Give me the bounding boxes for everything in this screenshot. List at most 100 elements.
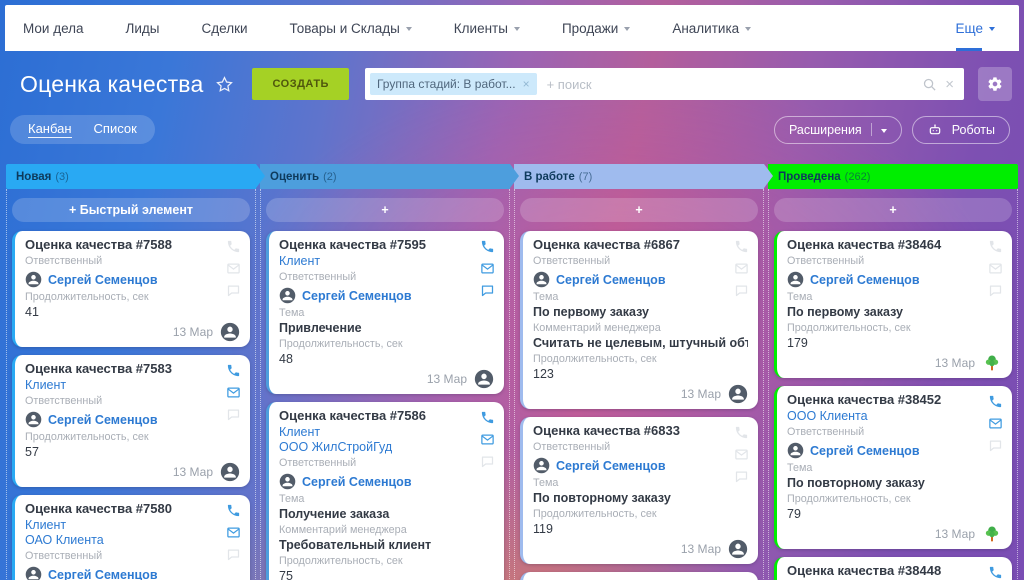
chat-icon[interactable] <box>988 283 1003 298</box>
tab-list[interactable]: Список <box>93 121 137 136</box>
tab-kanban[interactable]: Канбан <box>28 121 72 138</box>
card-title[interactable]: Оценка качества #7580 <box>25 501 172 516</box>
client-link[interactable]: Клиент <box>25 378 67 392</box>
field-value: 48 <box>279 352 293 366</box>
chat-icon[interactable] <box>226 547 241 562</box>
responsible-name[interactable]: Сергей Семенцов <box>302 288 412 303</box>
chat-icon[interactable] <box>988 438 1003 453</box>
phone-icon[interactable] <box>734 239 749 254</box>
mail-icon[interactable] <box>734 447 749 462</box>
card-title[interactable]: Оценка качества #38464 <box>787 237 942 252</box>
kanban-card[interactable]: Оценка качества #6833 Ответственный Серг… <box>520 417 758 564</box>
phone-icon[interactable] <box>226 363 241 378</box>
client-link[interactable]: Клиент <box>279 254 321 268</box>
phone-icon[interactable] <box>988 394 1003 409</box>
quick-add-button[interactable]: + <box>266 198 504 222</box>
chat-icon[interactable] <box>226 407 241 422</box>
phone-icon[interactable] <box>226 503 241 518</box>
search-icon[interactable] <box>922 77 937 92</box>
kanban-card[interactable]: Оценка качества #6643 <box>520 572 758 580</box>
mail-icon[interactable] <box>226 261 241 276</box>
create-button[interactable]: СОЗДАТЬ <box>252 68 349 100</box>
kanban-card[interactable]: Оценка качества #7595 Клиент Ответственн… <box>266 231 504 394</box>
kanban-card[interactable]: Оценка качества #38452 ООО Клиента Ответ… <box>774 386 1012 549</box>
quick-add-button[interactable]: + <box>520 198 758 222</box>
chat-icon[interactable] <box>480 283 495 298</box>
nav-item[interactable]: Товары и Склады <box>290 5 412 51</box>
client-link[interactable]: ООО ЖилСтройГуд <box>279 440 393 454</box>
favorite-star-icon[interactable] <box>215 75 234 94</box>
search-bar[interactable]: Группа стадий: В работ... × × <box>364 68 964 100</box>
client-link[interactable]: Клиент <box>279 425 321 439</box>
phone-icon[interactable] <box>226 239 241 254</box>
phone-icon[interactable] <box>480 239 495 254</box>
nav-item[interactable]: Лиды <box>126 5 160 51</box>
responsible-name[interactable]: Сергей Семенцов <box>48 567 158 580</box>
responsible-name[interactable]: Сергей Семенцов <box>48 412 158 427</box>
chat-icon[interactable] <box>734 469 749 484</box>
kanban-column-header[interactable]: Новая (3) <box>6 164 265 189</box>
card-title[interactable]: Оценка качества #6833 <box>533 423 680 438</box>
chat-icon[interactable] <box>226 283 241 298</box>
kanban-column-header[interactable]: В работе (7) <box>514 164 773 189</box>
kanban-card[interactable]: Оценка качества #38464 Ответственный Сер… <box>774 231 1012 378</box>
chat-icon[interactable] <box>480 454 495 469</box>
mail-icon[interactable] <box>226 385 241 400</box>
kanban-column-header[interactable]: Проведена (262) <box>768 164 1018 189</box>
mail-icon[interactable] <box>480 261 495 276</box>
kanban-card[interactable]: Оценка качества #7586 Клиент ООО ЖилСтро… <box>266 402 504 580</box>
kanban-column: + Быстрый элемент Оценка качества #7588 … <box>6 189 256 580</box>
nav-item[interactable]: Аналитика <box>672 5 752 51</box>
kanban-card[interactable]: Оценка качества #6867 Ответственный Серг… <box>520 231 758 409</box>
card-action-icons <box>988 239 1003 298</box>
robots-button[interactable]: Роботы <box>911 115 1010 144</box>
card-title[interactable]: Оценка качества #7588 <box>25 237 172 252</box>
extensions-button[interactable]: Расширения <box>774 115 902 144</box>
nav-item[interactable]: Клиенты <box>454 5 520 51</box>
chip-remove-icon[interactable]: × <box>522 77 530 91</box>
mail-icon[interactable] <box>480 432 495 447</box>
client-link[interactable]: Клиент <box>25 518 67 532</box>
mail-icon[interactable] <box>734 261 749 276</box>
kanban-column-header[interactable]: Оценить (2) <box>260 164 519 189</box>
filter-chip[interactable]: Группа стадий: В работ... × <box>369 73 537 95</box>
avatar <box>25 411 42 428</box>
client-link[interactable]: ООО Клиента <box>787 409 868 423</box>
kanban-card[interactable]: Оценка качества #7583 Клиент Ответственн… <box>12 355 250 487</box>
responsible-name[interactable]: Сергей Семенцов <box>810 443 920 458</box>
phone-icon[interactable] <box>988 239 1003 254</box>
card-title[interactable]: Оценка качества #7583 <box>25 361 172 376</box>
chat-icon[interactable] <box>734 283 749 298</box>
clear-search-icon[interactable]: × <box>945 75 954 93</box>
phone-icon[interactable] <box>988 565 1003 580</box>
mail-icon[interactable] <box>226 525 241 540</box>
mail-icon[interactable] <box>988 416 1003 431</box>
nav-item[interactable]: Еще <box>955 5 995 51</box>
nav-item[interactable]: Продажи <box>562 5 631 51</box>
card-title[interactable]: Оценка качества #38448 <box>787 563 942 578</box>
card-title[interactable]: Оценка качества #6867 <box>533 237 680 252</box>
nav-item[interactable]: Сделки <box>202 5 248 51</box>
mail-icon[interactable] <box>988 261 1003 276</box>
settings-button[interactable] <box>978 67 1012 101</box>
phone-icon[interactable] <box>480 410 495 425</box>
card-title[interactable]: Оценка качества #7586 <box>279 408 426 423</box>
card-title[interactable]: Оценка качества #38452 <box>787 392 942 407</box>
responsible-label: Ответственный <box>25 395 103 407</box>
nav-item[interactable]: Мои дела <box>23 5 84 51</box>
quick-add-button[interactable]: + Быстрый элемент <box>12 198 250 222</box>
responsible-name[interactable]: Сергей Семенцов <box>556 458 666 473</box>
kanban-card[interactable]: Оценка качества #38448 ООО ЖилСтройГуд <box>774 557 1012 580</box>
client-link[interactable]: ОАО Клиента <box>25 533 104 547</box>
kanban-card[interactable]: Оценка качества #7588 Ответственный Серг… <box>12 231 250 347</box>
phone-icon[interactable] <box>734 425 749 440</box>
responsible-name[interactable]: Сергей Семенцов <box>302 474 412 489</box>
quick-add-button[interactable]: + <box>774 198 1012 222</box>
kanban-card[interactable]: Оценка качества #7580 Клиент ОАО Клиента… <box>12 495 250 580</box>
responsible-name[interactable]: Сергей Семенцов <box>556 272 666 287</box>
search-input[interactable] <box>544 75 915 93</box>
responsible-name[interactable]: Сергей Семенцов <box>48 272 158 287</box>
responsible-name[interactable]: Сергей Семенцов <box>810 272 920 287</box>
card-title[interactable]: Оценка качества #7595 <box>279 237 426 252</box>
card-title[interactable]: Оценка качества #6643 <box>533 578 748 580</box>
